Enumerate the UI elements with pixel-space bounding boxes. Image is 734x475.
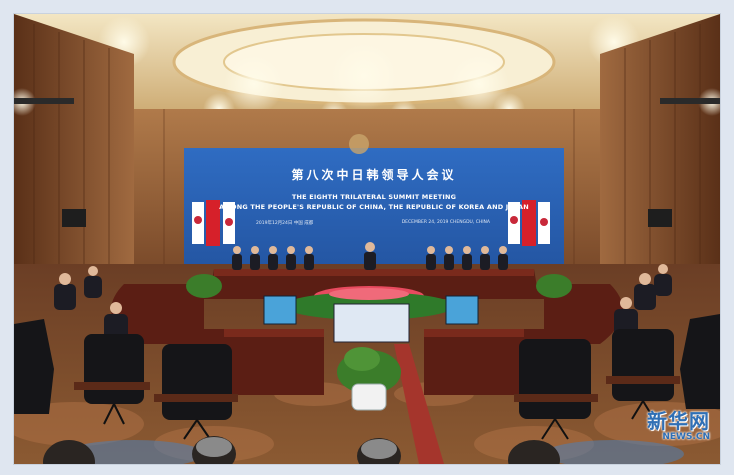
xinhuanet-watermark: 新华网 NEWS.CN xyxy=(590,405,710,442)
summit-meeting-photo xyxy=(14,14,720,464)
backdrop-title-english-line1: THE EIGHTH TRILATERAL SUMMIT MEETING xyxy=(291,193,457,201)
backdrop-title-chinese: 第八次中日韩领导人会议 xyxy=(291,168,457,182)
watermark-brand-chinese: 新华网 xyxy=(647,409,710,433)
backdrop-title-english-line2: AMONG THE PEOPLE'S REPUBLIC OF CHINA, TH… xyxy=(219,203,529,211)
photo-frame: 第八次中日韩领导人会议 THE EIGHTH TRILATERAL SUMMIT… xyxy=(14,14,720,464)
backdrop-date-chinese: 2019年12月24日 中国 成都 xyxy=(256,221,314,226)
watermark-brand-english: NEWS.CN xyxy=(662,432,710,442)
summit-backdrop: 第八次中日韩领导人会议 THE EIGHTH TRILATERAL SUMMIT… xyxy=(184,148,564,266)
backdrop-date-english: DECEMBER 24, 2019 CHENGDU, CHINA xyxy=(401,220,490,225)
